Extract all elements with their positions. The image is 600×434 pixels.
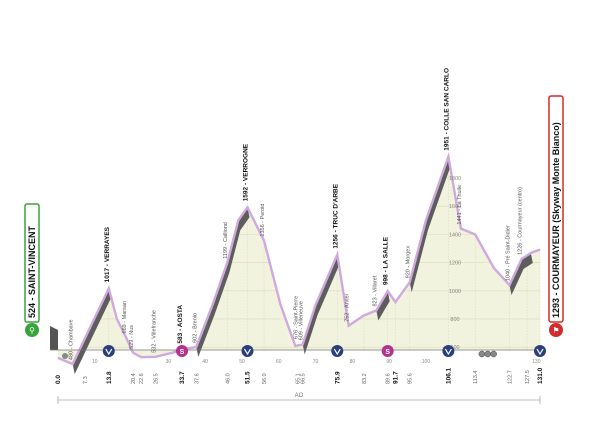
km-tick-label: 51.5 [244,371,251,384]
climb-band-1 [72,288,111,375]
climb-band-3 [302,254,340,355]
km-tick-label: 65.1 [296,373,302,384]
gpm-marker-glyph [333,348,341,356]
gpm-marker-icon [241,345,254,357]
finish-flag-glyph: ⚑ [552,326,559,335]
km-tick-label: 33.7 [179,371,186,384]
km-tick-label: 91.7 [392,371,399,384]
gpm-marker-glyph [105,348,113,356]
annotation-label: 1040 - Pré Saint-Didier [505,225,511,281]
gpm-marker-glyph [444,348,452,356]
sprint-marker-glyph: S [385,349,390,356]
finish-flag-icon [549,323,563,337]
annotation-label: 480 - Chambave [69,319,75,360]
annotation-label: 676 - Saint-Pierre [294,296,300,339]
service-icon [484,350,492,358]
km-tick-label: 106.1 [445,367,452,384]
climb-band-4 [376,291,390,321]
y-tick-label: 1800 [449,176,461,182]
profile-area [58,156,540,365]
annotation-label: 602 - Brenlo [192,313,198,343]
finish-label-box [548,95,564,323]
annotation-label: 1592 - VERROGNE [242,143,249,201]
annotation-label: 1226 - Courmayeur (centro) [518,187,524,255]
y-tick-label: 600 [450,345,459,351]
climb-band-5 [409,156,451,293]
start-label-box [24,203,40,323]
annotation-label: 1951 - COLLE SAN CARLO [443,68,450,151]
km-tick-label: 83.2 [362,373,368,384]
climb-band-6 [509,253,533,296]
km-tick-label: 95.6 [408,373,414,384]
annotation-label: 669 - Marsan [122,301,128,333]
start-bike-icon [25,323,39,337]
start-bike-glyph: ⚲ [29,326,35,335]
sprint-marker-glyph: S [180,349,185,356]
annotation-label: 752 - Arvier [345,293,351,321]
km-axis-label: 100 [422,359,431,365]
climb-band-2 [196,207,250,357]
km-tick-label: 37.6 [194,373,200,384]
gpm-marker-icon [331,345,344,357]
gpm-marker-glyph [243,348,252,356]
km-tick-label: 131.0 [537,367,544,384]
annotation-label: 583 - AOSTA [177,305,184,344]
annotation-label: 1017 - VERRAYES [104,226,111,282]
y-tick-label: 800 [450,317,459,323]
annotation-label: 1441 - La Thuile [457,185,463,225]
km-axis-label: 10 [92,359,98,365]
km-axis-label: 50 [239,359,245,365]
region-label: AO [295,393,304,399]
gpm-marker-glyph [536,348,544,356]
service-icon [490,350,497,358]
gpm-marker-icon [102,345,115,357]
km-axis-label: 60 [276,359,282,365]
km-axis-label: 70 [313,359,319,365]
km-tick-label: 7.3 [83,376,89,384]
annotation-label: 609 - Villeneuve [299,301,305,340]
sprint-marker-icon [175,345,188,357]
annotation-label: 1256 - TRUC D'ARBE [332,183,339,248]
profile-edge [57,151,541,366]
y-tick-label: 1200 [449,261,461,267]
service-icon [478,350,486,358]
km-tick-label: 66.5 [301,373,307,384]
km-axis-label: 40 [202,359,208,365]
km-tick-label: 56.0 [262,373,268,384]
km-tick-label: 127.5 [525,370,531,384]
km-tick-label: 75.9 [334,371,341,384]
gpm-marker-icon [534,345,546,357]
km-tick-label: 113.4 [473,371,479,384]
annotation-label: 920 - Morgex [406,246,412,279]
km-tick-label: 89.6 [386,373,392,384]
sprint-marker-icon [381,345,394,357]
km-tick-label: 13.8 [106,371,113,384]
start-label: 524 - SAINT-VINCENT [27,225,37,318]
km-tick-label: 0.0 [55,375,62,384]
km-axis-label: 90 [386,359,392,365]
annotation-label: 529 - Nus [129,325,135,349]
y-tick-label: 1600 [449,204,461,210]
km-axis-label: 130 [532,359,541,365]
start-km-icon [62,353,68,359]
y-tick-label: 1400 [449,232,461,238]
km-tick-label: 20.4 [131,373,137,384]
finish-label: 1293 - COURMAYEUR (Skyway Monte Bianco) [551,122,561,318]
km-axis-label: 30 [166,359,172,365]
annotation-label: 823 - Villaret [372,275,378,306]
km-tick-label: 26.5 [154,373,160,384]
km-tick-label: 22.6 [139,373,145,384]
y-tick-label: 1000 [449,289,461,295]
annotation-label: 532 - Villefranche [152,310,158,353]
km-tick-label: 122.7 [507,370,513,384]
km-tick-label: 46.0 [225,373,231,384]
annotation-label: 1199 - Calliond [223,222,229,259]
km-axis-label: 80 [350,359,356,365]
annotation-label: 1356 - Peroid [260,204,266,237]
start-block [50,326,58,350]
gpm-marker-icon [442,345,455,357]
annotation-label: 998 - LA SALLE [383,236,390,285]
